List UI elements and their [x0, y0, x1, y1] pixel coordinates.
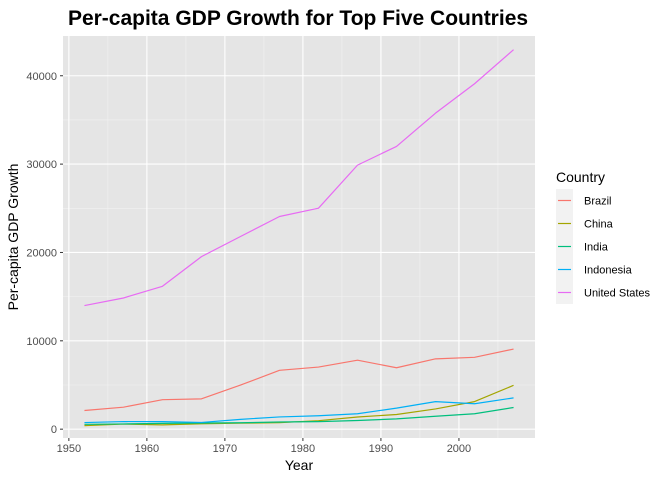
x-axis-title: Year [285, 457, 314, 473]
y-tick-label: 0 [51, 424, 57, 436]
grid-lines [63, 36, 535, 438]
legend-label-china: China [584, 219, 614, 231]
axis-ticks: 1950 1960 1970 1980 1990 20000100002000030000… [26, 71, 471, 455]
x-tick-label: 1990 [369, 443, 393, 455]
series-line-brazil [84, 348, 514, 412]
y-axis-title: Per-capita GDP Growth [5, 164, 21, 311]
legend-label-united-states: United States [584, 288, 651, 300]
legend-label-india: India [584, 242, 609, 254]
legend-label-indonesia: Indonesia [584, 265, 633, 277]
chart-title: Per-capita GDP Growth for Top Five Count… [68, 7, 528, 30]
series-line-india [84, 406, 514, 425]
y-tick-label: 10000 [26, 336, 57, 348]
x-tick-label: 1960 [135, 443, 159, 455]
legend-label-brazil: Brazil [584, 196, 612, 208]
x-tick-label: 1980 [291, 443, 315, 455]
x-tick-label: 1950 [57, 443, 81, 455]
series-line-indonesia [84, 397, 514, 424]
plot-panel [63, 36, 535, 438]
y-tick-label: 40000 [26, 71, 57, 83]
y-tick-label: 20000 [26, 247, 57, 259]
series-lines [84, 49, 514, 427]
x-tick-label: 2000 [447, 443, 471, 455]
legend: Brazil China India Indonesia United States [556, 189, 651, 304]
legend-title: Country [556, 169, 605, 185]
series-line-united-states [84, 49, 514, 307]
x-tick-label: 1970 [213, 443, 237, 455]
y-tick-label: 30000 [26, 159, 57, 171]
